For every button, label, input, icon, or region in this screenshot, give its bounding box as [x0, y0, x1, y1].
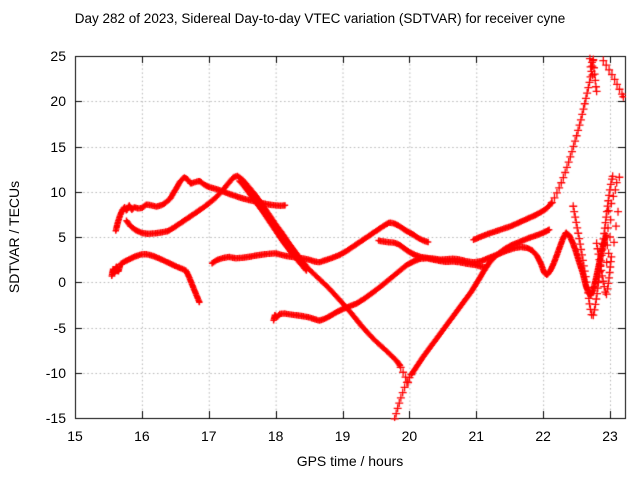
- x-tick-label: 23: [602, 428, 618, 444]
- x-axis-label: GPS time / hours: [296, 453, 404, 469]
- x-tick-label: 16: [134, 428, 150, 444]
- chart-title: Day 282 of 2023, Sidereal Day-to-day VTE…: [74, 11, 566, 26]
- y-tick-label: 5: [58, 229, 66, 245]
- y-tick-label: 10: [50, 183, 66, 200]
- x-tick-label: 18: [267, 428, 284, 444]
- y-tick-label: -15: [45, 410, 66, 426]
- x-tick-label: 19: [334, 428, 351, 444]
- x-tick-label: 20: [401, 428, 418, 444]
- y-tick-label: -10: [45, 364, 66, 381]
- y-tick-label: 25: [50, 48, 66, 64]
- y-tick-label: 0: [58, 274, 66, 291]
- y-tick-label: 15: [50, 138, 66, 155]
- x-tick-label: 22: [535, 428, 551, 444]
- y-tick-label: 20: [50, 93, 66, 110]
- x-tick-label: 17: [200, 428, 217, 444]
- y-tick-label: -5: [53, 319, 66, 336]
- y-axis-label: SDTVAR / TECUs: [6, 180, 22, 294]
- x-tick-label: 15: [67, 428, 83, 444]
- x-tick-label: 21: [468, 428, 485, 444]
